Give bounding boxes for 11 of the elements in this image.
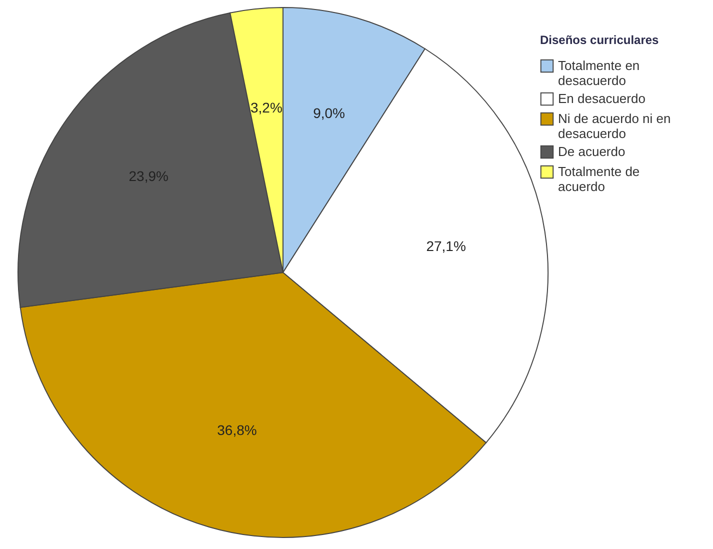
legend-label: De acuerdo [558, 144, 626, 159]
legend-label: Ni de acuerdo ni en desacuerdo [558, 111, 671, 141]
data-label: 23,9% [128, 168, 168, 184]
data-label: 3,2% [250, 99, 282, 116]
legend-label: Totalmente de acuerdo [558, 164, 640, 194]
data-label: 9,0% [313, 105, 345, 122]
data-label: 27,1% [426, 238, 466, 254]
legend-label: Totalmente en desacuerdo [558, 58, 640, 88]
legend-label: En desacuerdo [558, 91, 646, 106]
legend-title: Diseños curriculares [540, 33, 660, 47]
data-label: 36,8% [217, 422, 257, 438]
